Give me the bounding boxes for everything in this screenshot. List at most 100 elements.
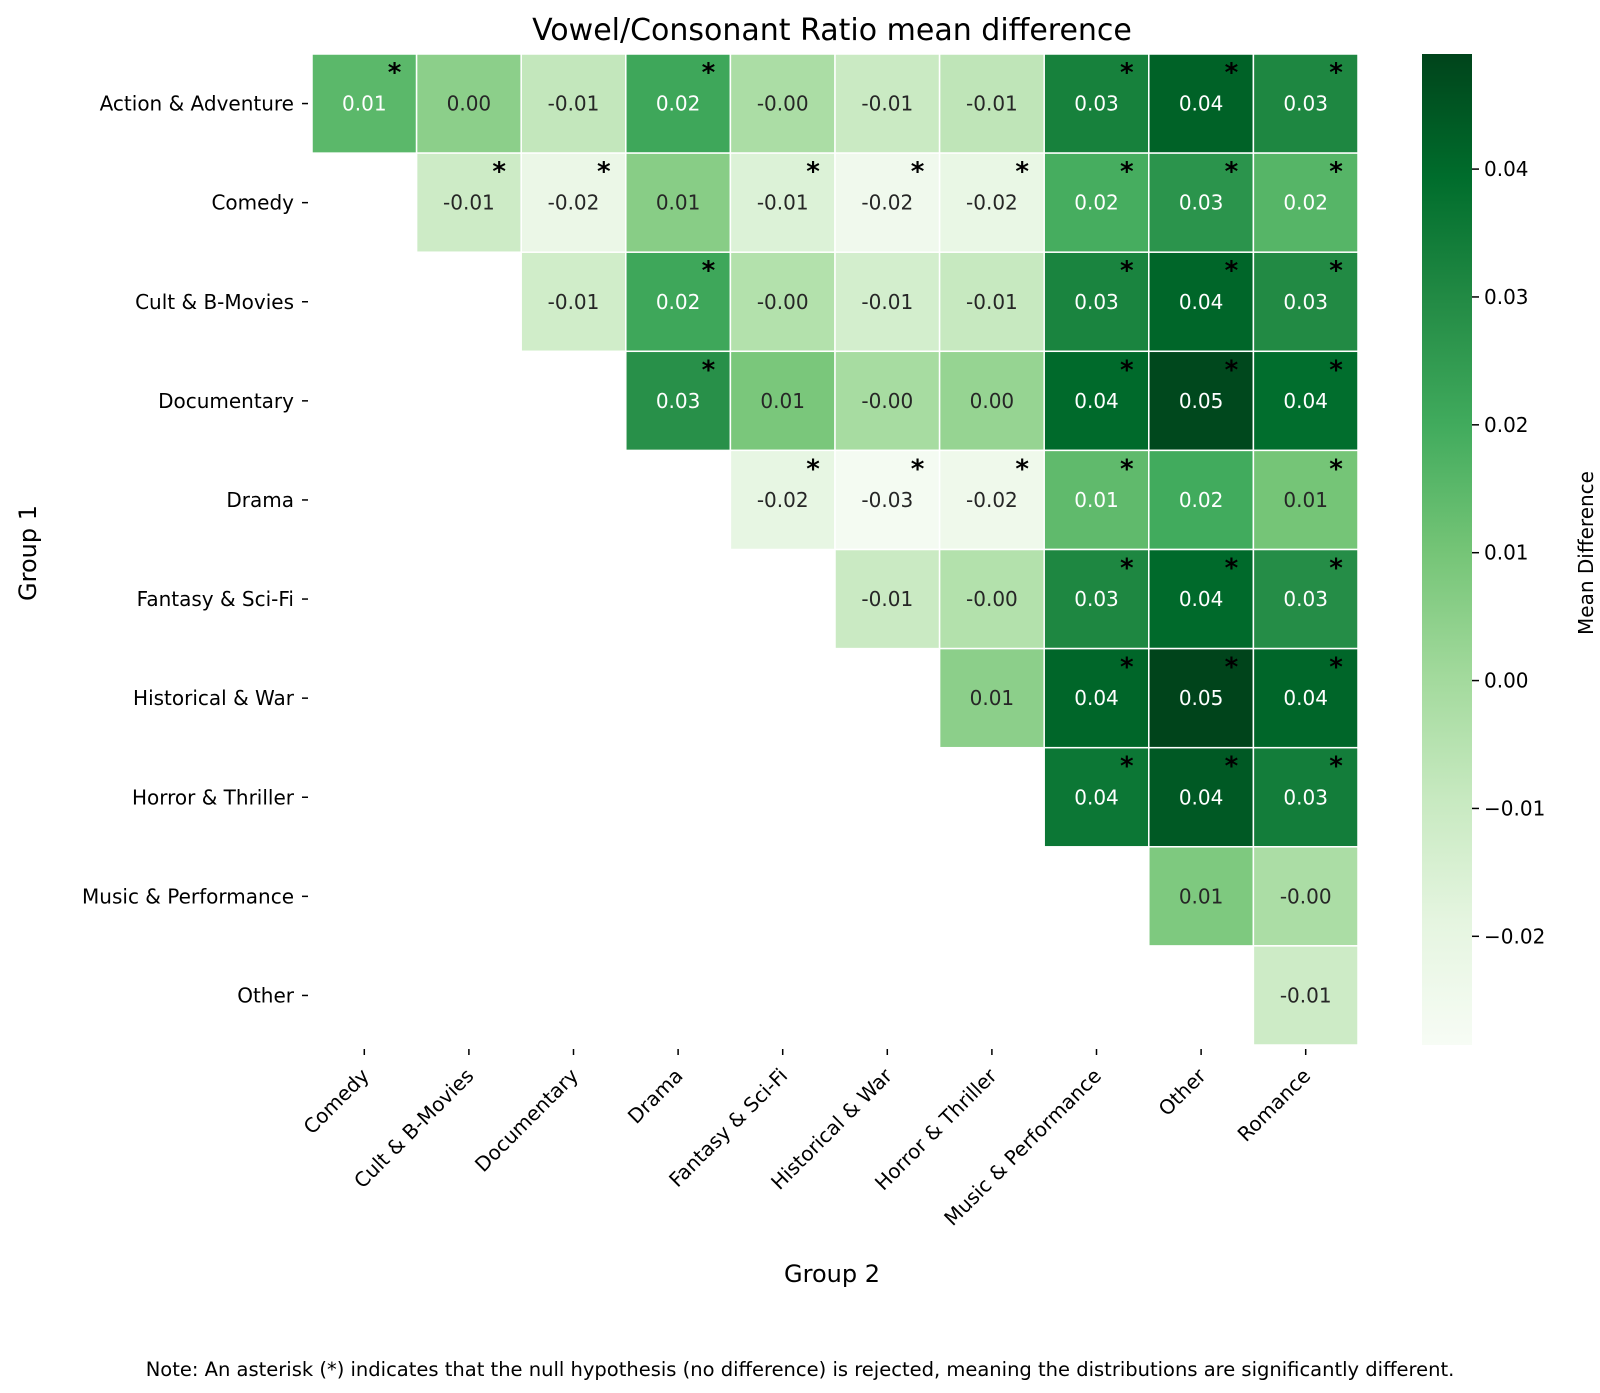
cell-value-label: -0.00 xyxy=(861,389,913,413)
cell-value-label: 0.04 xyxy=(1283,686,1328,710)
heatmap-cell xyxy=(1252,548,1359,650)
heatmap-cell xyxy=(1148,846,1255,947)
row-label: Comedy xyxy=(211,191,294,215)
y-axis-label: Group 1 xyxy=(14,505,42,601)
significance-marker: * xyxy=(806,454,820,484)
cell-value-label: 0.03 xyxy=(1074,587,1119,611)
heatmap-cell xyxy=(938,152,1045,253)
colorbar-tick-label: 0.01 xyxy=(1484,541,1529,565)
cell-value-label: 0.00 xyxy=(970,389,1015,413)
row-label: Documentary xyxy=(158,389,294,413)
heatmap-cell xyxy=(834,53,941,154)
colorbar-tick-label: −0.02 xyxy=(1484,924,1545,948)
cell-value-label: 0.04 xyxy=(1179,92,1224,116)
heatmap-cell xyxy=(1252,152,1359,253)
heatmap-cell xyxy=(938,647,1045,749)
heatmap-cell xyxy=(938,350,1045,452)
significance-marker: * xyxy=(702,256,716,286)
significance-marker: * xyxy=(1120,157,1134,187)
cell-value-label: -0.01 xyxy=(443,191,495,215)
significance-marker: * xyxy=(1225,256,1239,286)
significance-marker: * xyxy=(911,454,925,484)
cell-value-label: 0.01 xyxy=(1283,488,1328,512)
column-label: Drama xyxy=(623,1064,688,1129)
significance-marker: * xyxy=(806,157,820,187)
heatmap-cell xyxy=(834,548,941,650)
significance-marker: * xyxy=(388,58,402,88)
cell-value-label: 0.01 xyxy=(342,92,387,116)
column-label: Other xyxy=(1154,1063,1212,1121)
cell-value-label: -0.02 xyxy=(861,191,913,215)
colorbar-tick-label: 0.00 xyxy=(1484,669,1529,693)
cell-value-label: 0.03 xyxy=(1283,587,1328,611)
cell-value-label: -0.01 xyxy=(861,92,913,116)
cell-value-label: 0.03 xyxy=(656,389,701,413)
heatmap-cell xyxy=(834,449,941,551)
significance-marker: * xyxy=(1120,554,1134,584)
heatmap-cell xyxy=(834,251,941,353)
colorbar: −0.02 −0.01 0.00 0.01 0.02 0.03 0.04 xyxy=(1422,54,1545,1045)
significance-marker: * xyxy=(1225,157,1239,187)
cell-value-label: 0.01 xyxy=(970,686,1015,710)
heatmap-cell xyxy=(1043,449,1150,551)
row-label: Historical & War xyxy=(133,686,295,710)
cell-value-label: 0.03 xyxy=(1074,92,1119,116)
significance-marker: * xyxy=(1120,256,1134,286)
heatmap-chart: Vowel/Consonant Ratio mean difference 0.… xyxy=(14,13,1598,1288)
cell-value-label: -0.02 xyxy=(548,191,600,215)
row-labels: Action & Adventure Comedy Cult & B-Movies D… xyxy=(82,92,308,1007)
cell-value-label: 0.03 xyxy=(1283,290,1328,314)
heatmap-cell xyxy=(520,251,627,353)
heatmap-cell xyxy=(415,53,522,154)
cell-value-label: -0.01 xyxy=(861,290,913,314)
cell-value-label: 0.01 xyxy=(1179,884,1224,908)
cell-value-label: 0.01 xyxy=(760,389,805,413)
cell-value-label: 0.04 xyxy=(1074,389,1119,413)
cell-value-label: -0.02 xyxy=(966,488,1018,512)
significance-marker: * xyxy=(597,157,611,187)
cell-value-label: 0.01 xyxy=(656,191,701,215)
heatmap-cell xyxy=(1043,251,1150,353)
heatmap-cell xyxy=(1148,647,1255,749)
cell-value-label: 0.02 xyxy=(1283,191,1328,215)
cell-value-label: 0.02 xyxy=(1179,488,1224,512)
heatmap-cell xyxy=(1043,53,1150,154)
heatmap-cell xyxy=(1148,449,1255,551)
colorbar-tick-label: 0.02 xyxy=(1484,413,1529,437)
row-label: Cult & B-Movies xyxy=(135,290,294,314)
heatmap-cell xyxy=(1043,647,1150,749)
heatmap-cell xyxy=(729,152,836,253)
cell-value-label: 0.01 xyxy=(1074,488,1119,512)
significance-marker: * xyxy=(1225,58,1239,88)
column-label: Romance xyxy=(1233,1064,1316,1147)
cell-value-label: -0.01 xyxy=(548,290,600,314)
significance-marker: * xyxy=(1120,58,1134,88)
cell-value-label: -0.00 xyxy=(966,587,1018,611)
significance-marker: * xyxy=(492,157,506,187)
colorbar-tick-label: −0.01 xyxy=(1484,796,1545,820)
colorbar-gradient xyxy=(1422,54,1472,1045)
heatmap-cells: 0.01*0.00 -0.01 0.02*-0.00 -0.01 -0.01 0.03*0… xyxy=(311,53,1359,1046)
heatmap-cell xyxy=(1252,945,1359,1046)
significance-marker: * xyxy=(702,58,716,88)
cell-value-label: 0.05 xyxy=(1179,686,1224,710)
column-label: Documentary xyxy=(470,1063,583,1176)
heatmap-cell xyxy=(938,449,1045,551)
heatmap-cell xyxy=(625,350,732,452)
heatmap-cell xyxy=(1252,647,1359,749)
cell-value-label: 0.03 xyxy=(1283,92,1328,116)
significance-marker: * xyxy=(1015,157,1029,187)
colorbar-label: Mean Difference xyxy=(1574,471,1598,635)
significance-marker: * xyxy=(1225,752,1239,782)
heatmap-cell xyxy=(729,449,836,551)
heatmap-cell xyxy=(1252,449,1359,551)
significance-marker: * xyxy=(1329,752,1343,782)
significance-marker: * xyxy=(1329,256,1343,286)
significance-marker: * xyxy=(1329,653,1343,683)
heatmap-cell xyxy=(729,251,836,353)
row-label: Horror & Thriller xyxy=(132,785,295,809)
heatmap-cell xyxy=(1043,548,1150,650)
significance-marker: * xyxy=(1225,355,1239,385)
column-label: Comedy xyxy=(299,1063,374,1138)
heatmap-cell xyxy=(520,53,627,154)
